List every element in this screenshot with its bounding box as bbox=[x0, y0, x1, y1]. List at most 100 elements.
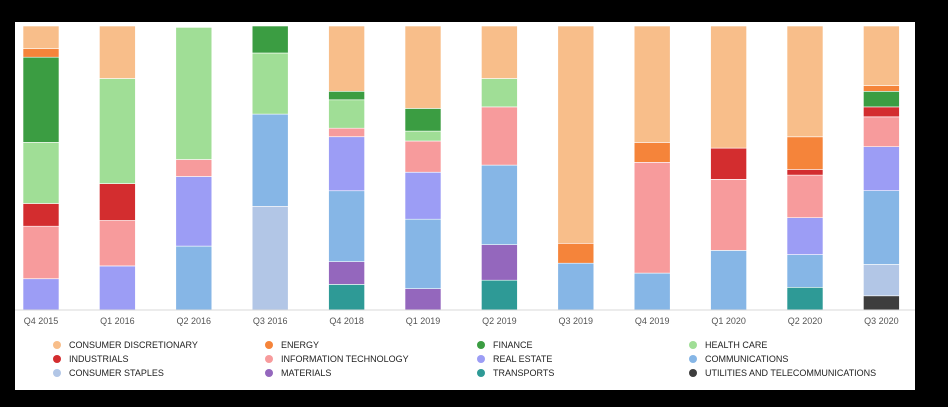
bar-segment-q2-2020-energy[interactable] bbox=[786, 136, 824, 170]
legend-item-health-care[interactable]: HEALTH CARE bbox=[689, 338, 901, 351]
bar-segment-q3-2020-communications[interactable] bbox=[863, 190, 900, 265]
bar-segment-q4-2015-health-care[interactable] bbox=[22, 142, 60, 204]
bar-segment-q4-2015-consumer-discretionary[interactable] bbox=[22, 25, 60, 50]
bar-segment-q2-2020-communications[interactable] bbox=[786, 254, 824, 288]
bar-segment-q4-2018-transports[interactable] bbox=[328, 284, 365, 311]
bar-segment-q3-2020-consumer-staples[interactable] bbox=[863, 264, 900, 297]
legend-item-energy[interactable]: ENERGY bbox=[265, 338, 477, 351]
legend-swatch bbox=[53, 368, 61, 377]
bar-segment-q4-2018-communications[interactable] bbox=[328, 190, 365, 262]
bar-segment-q1-2016-industrials[interactable] bbox=[99, 183, 136, 221]
bar-segment-q2-2019-communications[interactable] bbox=[481, 164, 518, 245]
bar-segment-q2-2019-transports[interactable] bbox=[481, 279, 518, 311]
bar-segment-q1-2020-consumer-discretionary[interactable] bbox=[710, 25, 747, 149]
legend-swatch bbox=[265, 354, 273, 363]
x-tick-label: Q3 2020 bbox=[864, 316, 899, 326]
bar-segment-q3-2019-energy[interactable] bbox=[557, 243, 595, 264]
bar-segment-q3-2016-consumer-staples[interactable] bbox=[251, 206, 289, 311]
legend-item-finance[interactable]: FINANCE bbox=[477, 338, 689, 351]
legend-item-real-estate[interactable]: REAL ESTATE bbox=[477, 352, 689, 365]
bar-segment-q1-2019-health-care[interactable] bbox=[404, 130, 442, 142]
legend-swatch bbox=[689, 368, 697, 377]
bar-segment-q1-2019-materials[interactable] bbox=[404, 288, 442, 311]
bar-segment-q1-2016-consumer-discretionary[interactable] bbox=[99, 25, 136, 79]
x-tick-label: Q4 2015 bbox=[24, 316, 59, 326]
bar-segment-q2-2019-information-technology[interactable] bbox=[481, 106, 518, 166]
legend-item-consumer-discretionary[interactable]: CONSUMER DISCRETIONARY bbox=[53, 338, 265, 351]
legend-item-utilities-and-telecommunications[interactable]: UTILITIES AND TELECOMMUNICATIONS bbox=[689, 366, 901, 379]
bar-segment-q1-2020-communications[interactable] bbox=[710, 250, 747, 311]
bar-segment-q1-2020-information-technology[interactable] bbox=[710, 179, 747, 251]
bar-segment-q1-2019-communications[interactable] bbox=[404, 218, 442, 290]
legend-item-industrials[interactable]: INDUSTRIALS bbox=[53, 352, 265, 365]
bar-segment-q4-2015-industrials[interactable] bbox=[22, 203, 60, 227]
bar-segment-q2-2020-transports[interactable] bbox=[786, 286, 824, 311]
x-tick-label: Q1 2019 bbox=[406, 316, 441, 326]
bar-segment-q4-2019-energy[interactable] bbox=[633, 142, 671, 163]
bar-segment-q3-2019-communications[interactable] bbox=[557, 262, 595, 311]
bar-segment-q3-2019-consumer-discretionary[interactable] bbox=[557, 25, 595, 244]
legend-item-materials[interactable]: MATERIALS bbox=[265, 366, 477, 379]
x-tick-label: Q4 2019 bbox=[635, 316, 670, 326]
legend-item-transports[interactable]: TRANSPORTS bbox=[477, 366, 689, 379]
bar-segment-q3-2016-health-care[interactable] bbox=[251, 52, 289, 115]
bar-segment-q3-2020-consumer-discretionary[interactable] bbox=[863, 25, 900, 86]
bar-segment-q3-2020-energy[interactable] bbox=[863, 85, 900, 92]
bar-segment-q1-2016-real-estate[interactable] bbox=[99, 265, 136, 311]
legend-label: FINANCE bbox=[493, 339, 533, 350]
bar-segment-q2-2020-real-estate[interactable] bbox=[786, 217, 824, 255]
bar-segment-q1-2019-finance[interactable] bbox=[404, 108, 442, 132]
bar-segment-q4-2019-consumer-discretionary[interactable] bbox=[633, 25, 671, 143]
bar-segment-q2-2016-information-technology[interactable] bbox=[175, 159, 213, 177]
bar-segment-q1-2019-consumer-discretionary[interactable] bbox=[404, 25, 442, 109]
bar-segment-q4-2018-materials[interactable] bbox=[328, 261, 365, 285]
bar-segment-q2-2020-industrials[interactable] bbox=[786, 169, 824, 176]
bar-segment-q2-2019-consumer-discretionary[interactable] bbox=[481, 25, 518, 79]
legend-swatch bbox=[689, 340, 697, 349]
legend-swatch bbox=[477, 368, 485, 377]
x-tick-label: Q1 2016 bbox=[100, 316, 135, 326]
bar-segment-q4-2019-information-technology[interactable] bbox=[633, 162, 671, 274]
bar-segment-q4-2015-finance[interactable] bbox=[22, 56, 60, 143]
bar-segment-q2-2019-health-care[interactable] bbox=[481, 78, 518, 108]
bar-segment-q1-2016-health-care[interactable] bbox=[99, 78, 136, 184]
legend-label: INDUSTRIALS bbox=[69, 353, 129, 364]
legend-swatch bbox=[265, 368, 273, 377]
bar-segment-q2-2020-information-technology[interactable] bbox=[786, 174, 824, 219]
bar-segment-q4-2018-real-estate[interactable] bbox=[328, 136, 365, 192]
chart-panel: Q4 2015 Q1 2016 Q2 2016 Q3 2016 Q4 2018 Q1 20… bbox=[15, 22, 915, 390]
bar-segment-q3-2016-finance[interactable] bbox=[251, 25, 289, 54]
bar-segment-q4-2019-communications[interactable] bbox=[633, 272, 671, 311]
bar-segment-q3-2020-industrials[interactable] bbox=[863, 106, 900, 118]
bar-segment-q2-2020-consumer-discretionary[interactable] bbox=[786, 25, 824, 138]
bar-segment-q1-2020-industrials[interactable] bbox=[710, 147, 747, 180]
bar-segment-q3-2020-real-estate[interactable] bbox=[863, 146, 900, 191]
legend-label: COMMUNICATIONS bbox=[705, 353, 789, 364]
bar-segment-q2-2019-materials[interactable] bbox=[481, 244, 518, 281]
x-tick-labels: Q4 2015 Q1 2016 Q2 2016 Q3 2016 Q4 2018 Q1 20… bbox=[24, 316, 899, 326]
bar-segment-q1-2019-information-technology[interactable] bbox=[404, 140, 442, 173]
bar-segment-q4-2015-information-technology[interactable] bbox=[22, 225, 60, 279]
x-tick-label: Q1 2020 bbox=[711, 316, 746, 326]
legend-label: ENERGY bbox=[281, 339, 320, 350]
bar-segment-q4-2018-consumer-discretionary[interactable] bbox=[328, 25, 365, 92]
legend-item-communications[interactable]: COMMUNICATIONS bbox=[689, 352, 901, 365]
bar-segment-q3-2020-information-technology[interactable] bbox=[863, 116, 900, 148]
bar-segment-q2-2016-communications[interactable] bbox=[175, 245, 213, 311]
legend-label: TRANSPORTS bbox=[493, 367, 555, 378]
bar-segment-q4-2018-information-technology[interactable] bbox=[328, 127, 365, 137]
bar-segment-q1-2016-information-technology[interactable] bbox=[99, 220, 136, 267]
bar-segment-q4-2015-real-estate[interactable] bbox=[22, 278, 60, 311]
bar-segment-q3-2016-communications[interactable] bbox=[251, 113, 289, 207]
bar-segment-q2-2016-real-estate[interactable] bbox=[175, 176, 213, 247]
legend-item-information-technology[interactable]: INFORMATION TECHNOLOGY bbox=[265, 352, 477, 365]
bar-segment-q4-2018-health-care[interactable] bbox=[328, 99, 365, 129]
bar-segment-q2-2016-health-care[interactable] bbox=[175, 27, 213, 160]
bar-segment-q1-2019-real-estate[interactable] bbox=[404, 172, 442, 220]
bar-segment-q3-2020-finance[interactable] bbox=[863, 91, 900, 108]
bars-layer bbox=[22, 25, 900, 311]
legend-item-consumer-staples[interactable]: CONSUMER STAPLES bbox=[53, 366, 265, 379]
bar-segment-q3-2020-utilities-and-telecommunications[interactable] bbox=[863, 295, 900, 311]
bar-segment-q4-2015-energy[interactable] bbox=[22, 48, 60, 58]
bar-segment-q4-2018-finance[interactable] bbox=[328, 91, 365, 101]
